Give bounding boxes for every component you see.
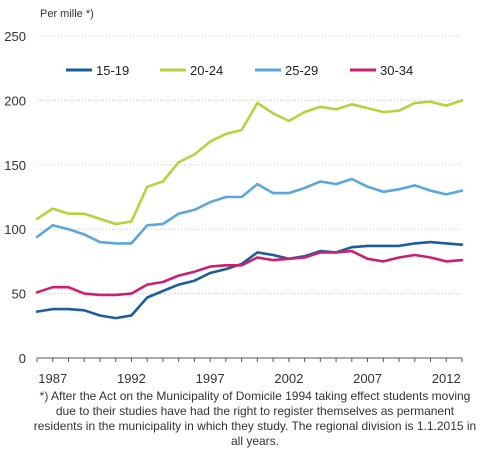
y-tick-label-0: 0 — [19, 351, 26, 366]
series-line-15-19 — [35, 240, 464, 320]
legend-label-15-19: 15-19 — [96, 63, 129, 78]
x-tick-label-1992: 1992 — [117, 371, 146, 386]
y-tick-label-150: 150 — [4, 158, 26, 173]
legend-label-25-29: 25-29 — [285, 63, 318, 78]
gridlines — [37, 35, 462, 295]
y-tick-label-50: 50 — [12, 287, 26, 302]
legend-label-20-24: 20-24 — [190, 63, 223, 78]
legend-label-30-34: 30-34 — [380, 63, 413, 78]
x-tick-label-2012: 2012 — [432, 371, 461, 386]
x-tick-label-2002: 2002 — [274, 371, 303, 386]
axes: 0 50 100 150 200 250 1987 1992 1997 2002 2007 2012 — [4, 29, 463, 386]
x-tick-label-2007: 2007 — [353, 371, 382, 386]
y-tick-label-200: 200 — [4, 93, 26, 108]
footnote: *) After the Act on the Municipality of … — [33, 389, 477, 448]
y-axis-unit-label: Per mille *) — [40, 8, 94, 20]
y-tick-label-250: 250 — [4, 29, 26, 44]
y-tick-label-100: 100 — [4, 222, 26, 237]
x-tick-label-1987: 1987 — [38, 371, 67, 386]
series-line-30-34 — [35, 249, 464, 297]
x-tick-label-1997: 1997 — [196, 371, 225, 386]
series-line-20-24 — [35, 99, 464, 226]
legend: 15-19 20-24 25-29 30-34 — [66, 63, 413, 78]
chart-plot-svg: Per mille *) 0 50 100 150 200 250 1987 1992 1997… — [4, 8, 464, 386]
series-line-25-29 — [35, 177, 464, 245]
series-lines — [35, 99, 464, 320]
